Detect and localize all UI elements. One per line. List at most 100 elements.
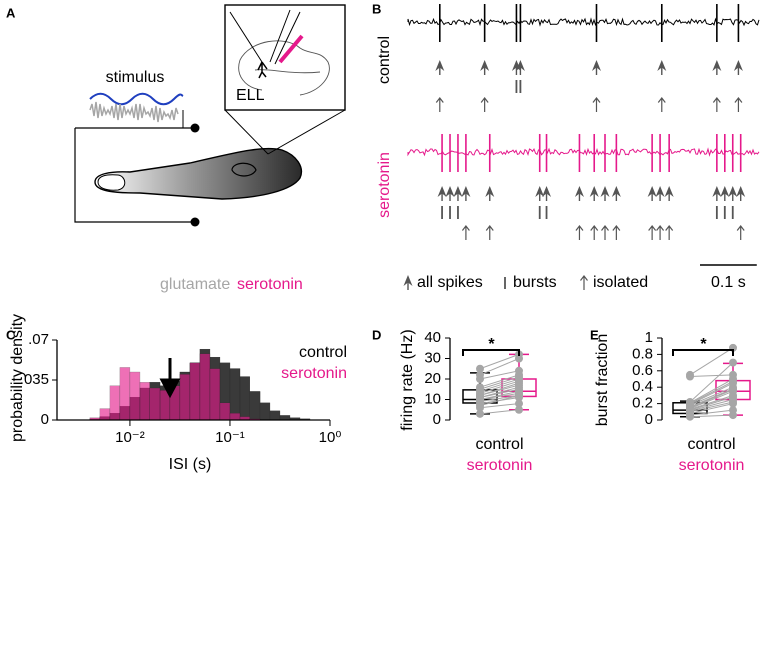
- arrow-head: [461, 186, 471, 197]
- arrow: [612, 225, 621, 240]
- arrow: [575, 225, 584, 240]
- data-point: [515, 391, 523, 400]
- y-tick-label: 0.8: [632, 345, 653, 362]
- histogram-bar: [129, 371, 141, 421]
- arrow: [712, 97, 721, 112]
- spike-arrow: [461, 186, 471, 201]
- arrow: [656, 225, 665, 240]
- pair-line: [479, 392, 520, 400]
- spike-arrow: [733, 60, 743, 75]
- arrow-head: [655, 186, 665, 197]
- arrow: [435, 97, 444, 112]
- arrow-head: [453, 186, 463, 197]
- isolated-arrow: [592, 97, 601, 112]
- trace-label: control: [376, 36, 393, 84]
- spike-arrow: [535, 186, 545, 201]
- arrow-head: [445, 186, 455, 197]
- y-tick-label: 0.2: [632, 395, 653, 412]
- isolated-arrow: [590, 225, 599, 240]
- legend-label: serotonin: [237, 276, 303, 293]
- brain-sketch: [238, 40, 330, 96]
- pair-line: [479, 378, 520, 392]
- y-tick-label: 10: [424, 390, 441, 407]
- isolated-arrow: [712, 97, 721, 112]
- significance-label: *: [488, 336, 495, 353]
- arrow: [480, 97, 489, 112]
- data-point: [729, 411, 737, 420]
- histogram-bar: [229, 368, 241, 421]
- arrow: [665, 225, 674, 240]
- fish-tail: [97, 174, 126, 191]
- isolated-arrow: [435, 97, 444, 112]
- arrow-head: [664, 186, 674, 197]
- y-tick-label: 30: [424, 349, 441, 366]
- histogram-bar: [229, 412, 241, 421]
- y-tick-label: 1: [645, 329, 653, 346]
- y-axis-label: probability density: [9, 314, 26, 442]
- arrow-head: [535, 186, 545, 197]
- spike-arrow: [655, 186, 665, 201]
- pair-line: [689, 347, 734, 376]
- pair-line: [479, 394, 520, 407]
- spike-arrow: [600, 186, 610, 201]
- arrow-head: [403, 275, 413, 286]
- spike-arrow: [589, 186, 599, 201]
- significance-label: *: [700, 336, 707, 353]
- isolated-arrow: [648, 225, 657, 240]
- trace-noise: [407, 147, 760, 157]
- legend-icon: [403, 275, 413, 290]
- drug-pipette: [278, 34, 304, 64]
- data-point: [476, 364, 484, 373]
- isolated-arrow: [612, 225, 621, 240]
- data-point: [686, 412, 694, 421]
- histogram-bar: [109, 385, 121, 421]
- y-tick-label: 0: [433, 411, 441, 428]
- category-label: control: [687, 436, 735, 453]
- inset-pointer: [224, 109, 346, 155]
- pair-line: [479, 353, 520, 370]
- pair-line: [689, 386, 734, 406]
- category-label: control: [475, 436, 523, 453]
- isolated-arrow: [736, 225, 745, 240]
- pair-line: [689, 378, 734, 404]
- pair-line: [689, 388, 734, 408]
- arrow: [657, 97, 666, 112]
- arrow: [580, 275, 588, 290]
- pair-line: [479, 358, 520, 376]
- stimulus-waveform: [89, 101, 179, 123]
- inset-label: ELL: [236, 87, 265, 104]
- isolated-arrow: [656, 225, 665, 240]
- pair-line: [479, 370, 520, 380]
- arrow: [601, 225, 609, 240]
- pair-line: [479, 403, 520, 409]
- pair-line: [689, 381, 734, 405]
- isolated-arrow: [461, 225, 470, 240]
- histogram-bar: [119, 367, 131, 421]
- y-tick-label: 40: [424, 329, 441, 346]
- arrow-head: [480, 60, 490, 71]
- data-point: [476, 409, 484, 418]
- spike-arrow: [720, 186, 730, 201]
- pair-line: [689, 401, 734, 413]
- histogram-bar: [279, 415, 291, 421]
- spike-arrow: [664, 186, 674, 201]
- histogram-bar: [219, 402, 231, 421]
- arrow: [736, 225, 745, 240]
- arrow-head: [728, 186, 738, 197]
- arrow: [461, 225, 470, 240]
- spike-arrow: [574, 186, 584, 201]
- pair-line: [689, 382, 734, 405]
- spike-arrow: [712, 60, 722, 75]
- arrow: [734, 97, 743, 112]
- arrow-head: [515, 60, 525, 71]
- y-tick-label: 0.6: [632, 362, 653, 379]
- trace-label: serotonin: [376, 152, 393, 218]
- arrow-head: [712, 60, 722, 71]
- histogram-bar: [149, 387, 161, 421]
- histogram-bar: [99, 408, 111, 421]
- isolated-arrow: [480, 97, 489, 112]
- legend-icon: [580, 275, 588, 290]
- x-tick-label: 10⁻²: [115, 429, 145, 446]
- arrow-head: [542, 186, 552, 197]
